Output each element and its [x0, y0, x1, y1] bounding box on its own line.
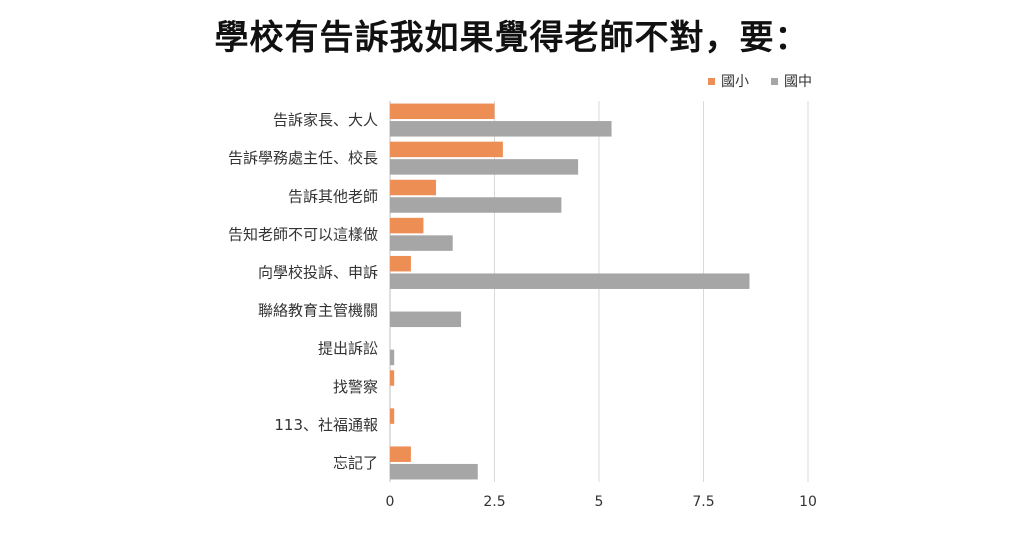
legend: 國小 國中 [708, 74, 812, 90]
legend-label: 國中 [784, 74, 812, 90]
category-label: 告訴學務處主任、校長 [228, 149, 378, 167]
bar-junior-high [390, 159, 579, 175]
category-label: 告知老師不可以這樣做 [228, 225, 378, 243]
bar-elementary [390, 446, 411, 462]
bar-elementary [390, 255, 411, 272]
bar-elementary [390, 179, 436, 196]
x-tick-label: 5 [595, 494, 604, 510]
legend-swatch [708, 78, 715, 85]
bar-junior-high [390, 463, 478, 480]
bar-junior-high [390, 349, 395, 366]
x-tick-label: 0 [386, 494, 395, 510]
category-labels: 告訴家長、大人告訴學務處主任、校長告訴其他老師告知老師不可以這樣做向學校投訴、申… [228, 111, 378, 472]
x-tick-label: 10 [799, 494, 817, 510]
x-tick-label: 7.5 [692, 494, 714, 510]
bar-elementary [390, 141, 503, 158]
bar-junior-high [390, 197, 562, 213]
bars [390, 103, 750, 480]
legend-swatch [771, 78, 778, 85]
bar-junior-high [390, 273, 750, 289]
x-tick-label: 2.5 [483, 494, 505, 510]
bar-elementary [390, 408, 395, 424]
category-label: 向學校投訴、申訴 [258, 263, 378, 281]
bar-elementary [390, 103, 495, 120]
legend-label: 國小 [721, 74, 749, 90]
bar-junior-high [390, 235, 453, 251]
bar-junior-high [390, 121, 612, 137]
category-label: 提出訴訟 [318, 340, 378, 358]
chart-title: 學校有告訴我如果覺得老師不對，要： [214, 18, 810, 58]
x-tick-labels: 0 2.5 5 7.5 10 [386, 494, 817, 510]
category-label: 告訴其他老師 [288, 187, 378, 205]
bar-junior-high [390, 311, 462, 328]
category-label: 聯絡教育主管機關 [258, 302, 378, 320]
bar-elementary [390, 217, 424, 234]
gridlines [389, 101, 809, 482]
category-label: 113、社福通報 [274, 416, 378, 434]
category-label: 告訴家長、大人 [273, 111, 378, 129]
category-label: 找警察 [333, 378, 378, 396]
category-label: 忘記了 [333, 454, 378, 472]
bar-elementary [390, 370, 395, 386]
